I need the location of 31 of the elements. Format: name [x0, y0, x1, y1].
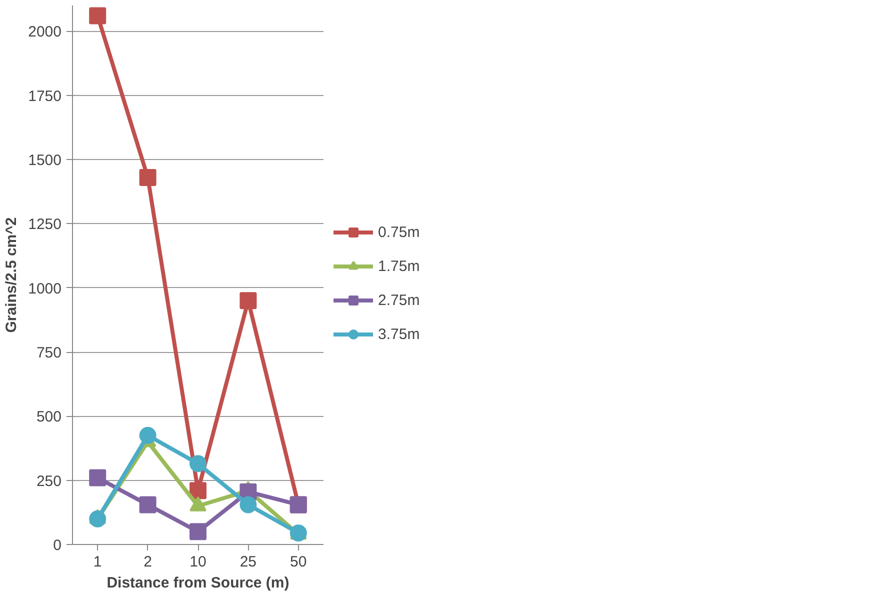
point: [139, 496, 156, 514]
y-tick-label: 500: [36, 408, 62, 426]
x-tick-label: 1: [93, 554, 102, 570]
legend-label: 0.75m: [378, 224, 420, 240]
x-tick-label: 10: [190, 554, 206, 570]
y-tick-label: 1500: [28, 152, 62, 169]
x-tick-label: 25: [240, 554, 257, 570]
x-axis-title: Distance from Source (m): [106, 574, 290, 592]
y-tick-label: 1250: [28, 216, 62, 234]
point: [139, 426, 156, 444]
y-axis-title: Grains/2.5 cm^2: [3, 217, 20, 333]
y-tick-label: 2000: [28, 24, 62, 41]
point: [240, 292, 257, 310]
y-tick-label: 750: [36, 344, 62, 362]
legend-label: 1.75m: [378, 258, 420, 274]
legend-label: 3.75m: [378, 326, 420, 342]
point: [89, 510, 106, 528]
point: [89, 7, 106, 24]
point: [190, 482, 206, 500]
point: [190, 523, 206, 540]
x-tick-label: 2: [144, 554, 152, 570]
y-tick-label: 0: [53, 537, 62, 554]
y-tick-label: 1000: [28, 280, 62, 298]
point: [240, 496, 257, 514]
legend-label: 2.75m: [378, 292, 420, 308]
x-tick-label: 50: [290, 554, 307, 570]
y-tick-label: 1750: [28, 88, 62, 105]
point: [190, 455, 206, 472]
point: [89, 469, 106, 486]
y-tick-label: 250: [36, 472, 62, 490]
point: [139, 168, 156, 186]
